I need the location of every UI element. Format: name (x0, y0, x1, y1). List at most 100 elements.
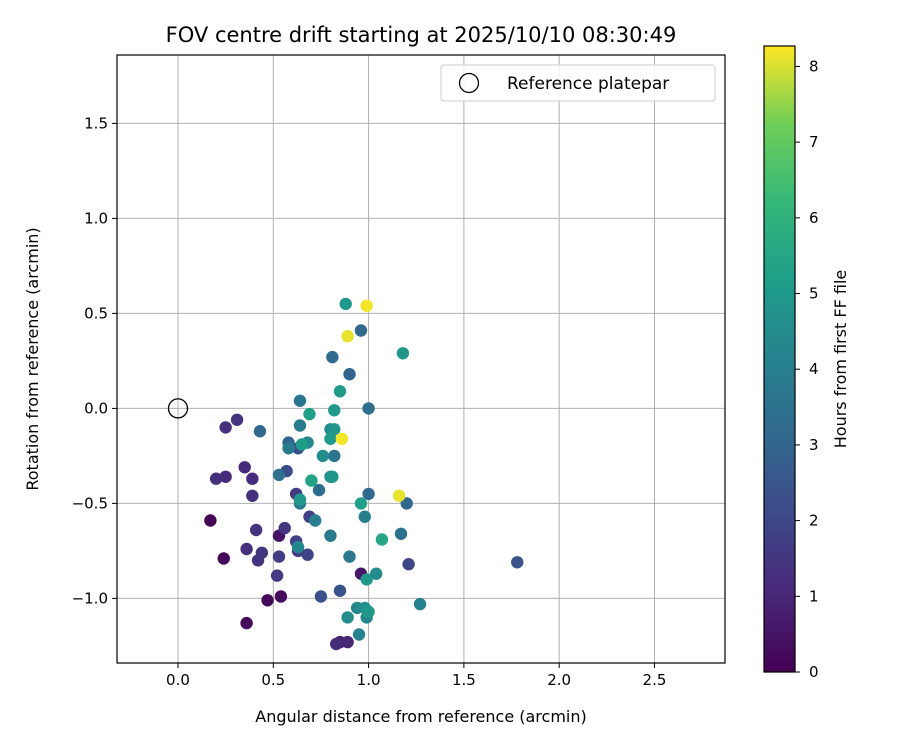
scatter-point (230, 413, 244, 426)
scatter-point (219, 470, 232, 483)
scatter-point (278, 521, 291, 535)
y-tick-label: 0.0 (84, 399, 108, 417)
colorbar-tick-label: 2 (809, 512, 819, 530)
scatter-point (328, 449, 341, 463)
y-axis-label: Rotation from reference (arcmin) (23, 227, 42, 490)
y-tick-label: 1.0 (84, 209, 108, 227)
scatter-point (324, 529, 337, 542)
scatter-point (343, 368, 356, 381)
colorbar-tick-label: 6 (809, 209, 819, 227)
scatter-point (413, 597, 427, 611)
scatter-points (204, 297, 524, 651)
scatter-point (354, 497, 368, 510)
scatter-point (328, 404, 341, 417)
scatter-point (303, 407, 316, 421)
scatter-point (329, 637, 343, 651)
colorbar-frame (763, 45, 796, 673)
x-axis: 0.0 0.5 1.0 1.5 2.0 2.5 (166, 663, 666, 689)
y-tick-label: 0.5 (84, 304, 108, 322)
scatter-point (333, 385, 347, 398)
scatter-point (362, 402, 375, 415)
scatter-point (326, 470, 339, 483)
reference-platepar-marker (167, 398, 189, 419)
colorbar-tick-label: 8 (809, 57, 819, 75)
scatter-point (295, 438, 309, 451)
scatter-point (238, 461, 251, 474)
scatter-point (270, 569, 284, 582)
scatter-point (240, 616, 253, 630)
scatter-point (394, 527, 408, 540)
scatter-point (272, 468, 286, 482)
scatter-point (362, 605, 375, 618)
scatter-point (339, 297, 352, 311)
colorbar-gradient (764, 46, 795, 672)
x-tick-label: 0.5 (261, 671, 285, 689)
scatter-point (343, 550, 356, 563)
scatter-point (354, 324, 368, 337)
scatter-point (352, 628, 366, 641)
scatter-point (219, 421, 232, 434)
colorbar-tick-label: 3 (809, 436, 819, 454)
scatter-point (360, 299, 373, 312)
scatter-point (400, 497, 413, 510)
scatter-point (396, 347, 410, 360)
scatter-point (274, 590, 288, 603)
legend-box (440, 64, 716, 102)
scatter-point (261, 594, 274, 607)
scatter-point (341, 330, 354, 343)
x-tick-label: 2.0 (547, 671, 571, 689)
scatter-point (246, 472, 259, 485)
scatter-point (326, 350, 339, 364)
scatter-point (324, 432, 337, 445)
colorbar: 0 1 2 3 4 5 6 7 8 Hours from first FF file (763, 45, 850, 681)
scatter-point (314, 590, 328, 603)
scatter-point (335, 432, 349, 445)
legend-label: Reference platepar (507, 74, 669, 94)
chart-title: FOV centre drift starting at 2025/10/10 … (166, 23, 677, 47)
colorbar-tick-label: 4 (809, 360, 819, 378)
plot-frame (116, 54, 726, 664)
scatter-point (272, 550, 286, 563)
scatter-point (392, 489, 406, 502)
scatter-point (333, 584, 347, 597)
x-axis-label: Angular distance from reference (arcmin) (255, 707, 586, 726)
scatter-point (328, 423, 341, 436)
colorbar-tick-label: 1 (809, 587, 819, 605)
colorbar-tick-label: 5 (809, 285, 819, 303)
y-tick-label: 1.5 (84, 114, 108, 132)
scatter-point (358, 510, 371, 523)
scatter-point (204, 514, 217, 527)
scatter-point (360, 573, 373, 586)
scatter-point (293, 419, 307, 432)
legend: Reference platepar (440, 64, 716, 102)
y-tick-label: −1.0 (72, 589, 108, 607)
scatter-point (249, 523, 263, 537)
scatter-point (291, 540, 305, 554)
x-tick-label: 0.0 (166, 671, 190, 689)
scatter-point (309, 514, 322, 527)
scatter-point (316, 449, 330, 463)
scatter-point (240, 542, 253, 556)
scatter-point (301, 548, 314, 561)
scatter-point (293, 394, 307, 407)
x-tick-label: 1.0 (357, 671, 381, 689)
colorbar-tick-label: 7 (809, 133, 819, 151)
legend-marker (458, 72, 480, 94)
scatter-point (402, 558, 415, 571)
colorbar-label: Hours from first FF file (831, 270, 850, 449)
y-tick-label: −0.5 (72, 494, 108, 512)
colorbar-ticks: 0 1 2 3 4 5 6 7 8 (795, 57, 819, 681)
x-tick-label: 1.5 (452, 671, 476, 689)
x-tick-label: 2.5 (643, 671, 667, 689)
scatter-point (253, 425, 267, 438)
y-axis: −1.0 −0.5 0.0 0.5 1.0 1.5 (72, 114, 117, 607)
scatter-point (341, 611, 354, 624)
scatter-point (217, 552, 230, 565)
scatter-point (246, 489, 259, 502)
scatter-point (362, 487, 375, 501)
scatter-point (375, 533, 389, 546)
scatter-point (312, 483, 326, 497)
scatter-point (209, 472, 223, 485)
scatter-point (293, 493, 307, 506)
